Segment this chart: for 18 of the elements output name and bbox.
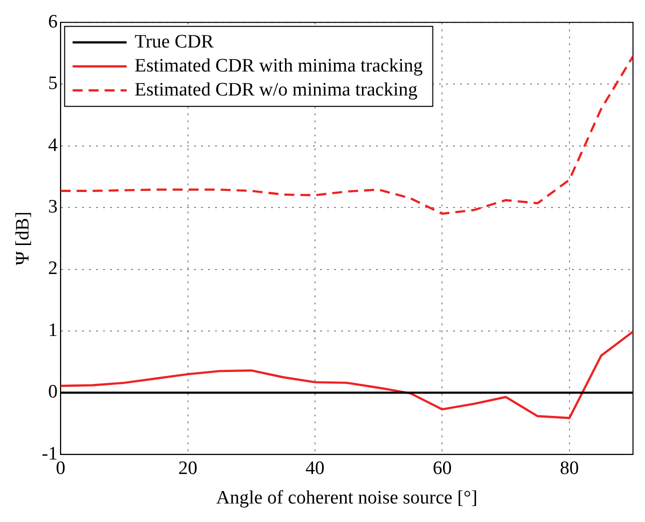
y-tick-label: -1	[42, 443, 58, 464]
legend-label: Estimated CDR with minima tracking	[134, 55, 424, 76]
line-series	[60, 55, 633, 215]
legend-label: Estimated CDR w/o minima tracking	[134, 79, 418, 100]
x-tick-label: 60	[432, 458, 452, 479]
legend-label: True CDR	[134, 31, 214, 52]
x-axis-title: Angle of coherent noise source [°]	[216, 488, 478, 509]
y-axis-title: Ψ [dB]	[12, 212, 34, 266]
y-tick-label: 0	[48, 382, 58, 403]
x-tick-label: 80	[560, 458, 579, 479]
x-tick-label: 40	[306, 458, 325, 479]
x-tick-label: 20	[178, 458, 198, 479]
y-tick-label: 6	[48, 11, 58, 32]
y-tick-label: 1	[48, 320, 58, 341]
y-tick-label: 3	[48, 196, 58, 218]
y-tick-label: 2	[48, 258, 58, 280]
y-tick-label: 5	[48, 73, 58, 94]
y-tick-label: 4	[48, 134, 58, 156]
